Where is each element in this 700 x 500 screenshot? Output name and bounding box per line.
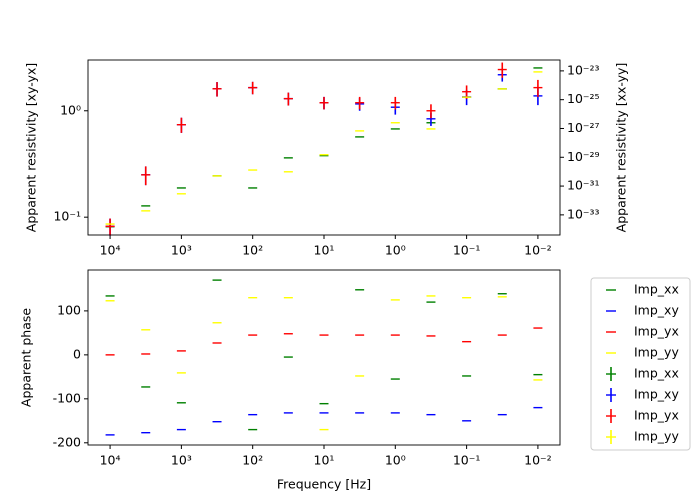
legend-label: Imp_xy [634, 303, 679, 318]
y-tick-label: -100 [53, 390, 81, 405]
series [105, 71, 543, 225]
x-tick-label: 10² [242, 453, 263, 468]
legend-label: Imp_yy [634, 429, 679, 444]
y2-tick-label: 10⁻³¹ [567, 178, 600, 193]
legend-label: Imp_yx [634, 324, 679, 339]
legend-label: Imp_yy [634, 345, 679, 360]
x-tick-label: 10⁻¹ [453, 453, 481, 468]
x-tick-label: 10¹ [314, 453, 335, 468]
x-tick-label: 10⁰ [385, 243, 406, 258]
axes-frame [87, 59, 561, 236]
legend-label: Imp_xx [634, 282, 679, 297]
y-tick-label: 10⁰ [60, 102, 81, 117]
y-tick-label: -200 [53, 434, 81, 449]
series [105, 327, 543, 356]
y-tick-label: 0 [73, 346, 81, 361]
x-tick-label: 10⁴ [100, 453, 121, 468]
legend-label: Imp_xx [634, 366, 679, 381]
y-axis-label: Apparent resistivity [xy-yx] [24, 63, 39, 232]
y2-tick-label: 10⁻²³ [567, 62, 600, 77]
series [105, 62, 543, 236]
y2-tick-label: 10⁻²⁷ [567, 120, 600, 135]
x-tick-label: 10³ [171, 453, 192, 468]
y2-tick-label: 10⁻³³ [567, 206, 600, 221]
legend-label: Imp_yx [634, 408, 679, 423]
x-tick-label: 10⁻² [524, 243, 552, 258]
x-axis-label: Frequency [Hz] [277, 477, 371, 492]
series [105, 295, 543, 431]
x-tick-label: 10¹ [314, 243, 335, 258]
y2-tick-label: 10⁻²⁹ [567, 149, 600, 164]
x-tick-label: 10⁰ [385, 453, 406, 468]
legend: Imp_xx Imp_xy Imp_yx Imp_yy Imp_xx Imp_xy Imp_… [590, 277, 691, 451]
axes-frame [87, 269, 561, 446]
x-tick-label: 10³ [171, 243, 192, 258]
y-tick-label: 10⁻¹ [53, 209, 81, 224]
y-axis-label: Apparent phase [19, 308, 34, 407]
legend-label: Imp_xy [634, 387, 679, 402]
y2-tick-label: 10⁻²⁵ [567, 91, 600, 106]
legend-frame [590, 277, 691, 451]
x-tick-label: 10⁻¹ [453, 243, 481, 258]
x-tick-label: 10⁴ [100, 243, 121, 258]
y2-axis-label: Apparent resistivity [xx-yy] [614, 63, 629, 233]
x-tick-label: 10² [242, 243, 263, 258]
x-tick-label: 10⁻² [524, 453, 552, 468]
series [105, 279, 543, 431]
series [105, 406, 543, 436]
y-tick-label: 100 [57, 302, 81, 317]
